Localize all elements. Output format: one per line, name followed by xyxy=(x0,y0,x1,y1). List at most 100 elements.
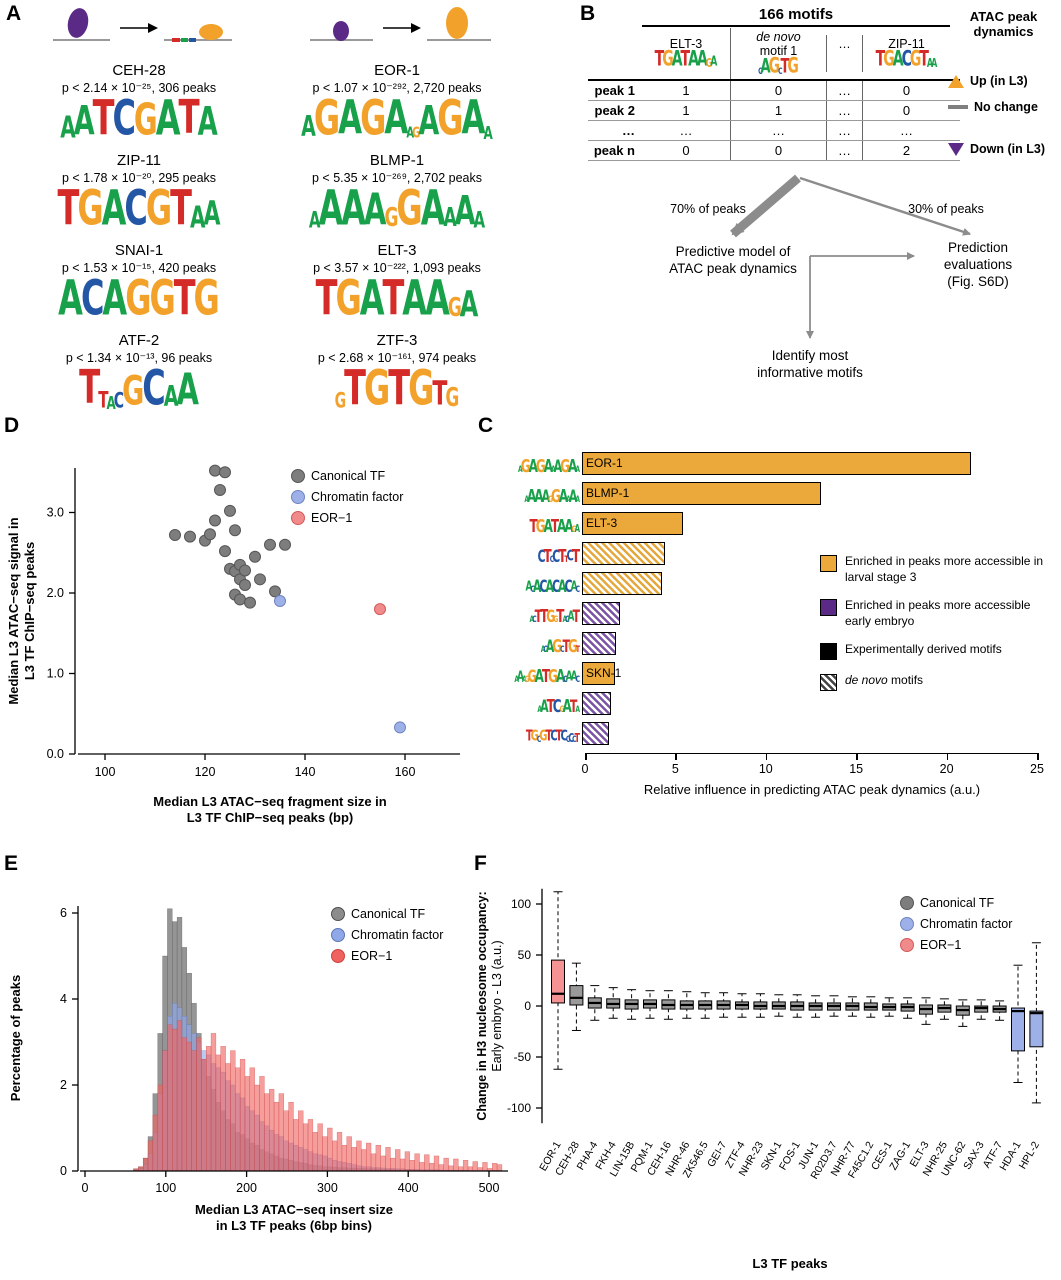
logo-letter: A xyxy=(318,179,344,237)
logo-letter: A xyxy=(537,704,543,715)
motif-name: EOR-1 xyxy=(374,62,420,79)
x-tick-label: 400 xyxy=(398,1181,419,1195)
logo-letter: A xyxy=(163,380,179,414)
data-point xyxy=(249,550,261,563)
data-point xyxy=(229,524,241,537)
motif-pvalue: p < 2.68 × 10⁻¹⁶¹, 974 peaks xyxy=(317,351,477,365)
panel-label-d: D xyxy=(4,414,20,437)
hist-bar xyxy=(443,1157,449,1172)
logo-letter: G xyxy=(568,635,578,657)
logo-letter: A xyxy=(483,122,493,144)
legend-down-label: Down (in L3) xyxy=(970,142,1045,156)
x-axis-title: L3 TF ChIP−seq peaks (bp) xyxy=(187,810,354,825)
logo-letter: T xyxy=(875,47,886,72)
hist-bar xyxy=(448,1165,454,1172)
logo-letter: A xyxy=(525,580,533,595)
x-tick-label: 120 xyxy=(195,765,216,779)
logo-letter: G xyxy=(193,269,220,327)
motif-name: ATF-2 xyxy=(118,332,160,349)
legend-dot xyxy=(331,949,345,963)
y-axis-title: L3 TF ChIP−seq peaks xyxy=(22,542,37,680)
logo-letter: A xyxy=(688,47,699,72)
hist-bar xyxy=(395,1149,401,1172)
black-swatch-icon xyxy=(820,643,837,661)
logo-letter: A xyxy=(402,269,428,327)
logo-letter: G xyxy=(145,179,173,237)
y-axis-title: Percentage of peaks xyxy=(8,975,23,1101)
nucleosome-purple-icon xyxy=(67,8,89,38)
column-name: ZIP-11 xyxy=(888,37,925,52)
logo-letter: G xyxy=(530,728,539,745)
logo-letter: A xyxy=(568,455,578,477)
logo-letter: A xyxy=(568,487,578,507)
x-axis-line xyxy=(585,753,1039,754)
hist-bar xyxy=(215,1054,221,1172)
logo-letter: A xyxy=(418,98,440,145)
y-tick-label: 0.0 xyxy=(47,747,64,761)
motif-column-header: ZIP-11 T G A C G T A A xyxy=(862,35,950,72)
table-cell: … xyxy=(730,120,826,140)
x-tick-label: 10 xyxy=(758,762,773,776)
logo-letter: G xyxy=(768,54,781,79)
hist-bar xyxy=(142,1157,149,1172)
influence-bar xyxy=(582,721,610,745)
motif-column-header: … xyxy=(826,35,862,72)
logo-letter: G xyxy=(149,269,176,327)
bar-row: T G A T A A G A ELT-3 xyxy=(490,508,1061,538)
logo-letter: G xyxy=(909,47,922,72)
logo-letter: A xyxy=(473,206,486,234)
logo-letter: A xyxy=(562,614,568,625)
legend-denovo-label: de novo motifs xyxy=(845,673,924,688)
logo-letter: A xyxy=(406,125,415,142)
logo-letter: T xyxy=(541,665,551,687)
hist-bar xyxy=(288,1101,294,1172)
legend-dot xyxy=(291,469,305,483)
logo-letter: A xyxy=(551,464,556,475)
legend-dot xyxy=(331,907,345,921)
y-tick-label: -50 xyxy=(514,1050,532,1064)
logo-letter: T xyxy=(543,545,552,567)
influence-bar: BLMP-1 xyxy=(582,481,821,505)
data-point xyxy=(209,514,221,527)
logo-letter: G xyxy=(437,89,464,147)
logo-letter: A xyxy=(565,670,573,685)
logo-letter: A xyxy=(338,91,363,145)
hist-bar xyxy=(361,1149,367,1172)
influence-bar xyxy=(582,541,666,565)
x-tick-label: 20 xyxy=(939,762,954,776)
motif-grid: CEH-28 p < 2.14 × 10⁻²⁵, 306 peaks A A T C G A T… xyxy=(14,62,529,412)
logo-letter: C xyxy=(565,614,570,625)
logo-letter: T xyxy=(79,361,101,415)
hist-bar xyxy=(249,1067,255,1172)
logo-letter: T xyxy=(98,386,109,414)
logo-letter: G xyxy=(560,455,571,477)
logo-letter: T xyxy=(571,545,580,567)
box xyxy=(569,985,584,1006)
y-tick-label: 50 xyxy=(518,948,532,962)
logo-letter: A xyxy=(534,485,544,507)
logo-letter: T xyxy=(569,697,578,717)
table-cell: 0 xyxy=(862,80,950,100)
hist-bar xyxy=(307,1119,314,1172)
motif-pvalue: p < 1.07 × 10⁻²⁹², 2,720 peaks xyxy=(312,81,482,95)
atac-dynamics-legend: ATAC peak dynamics Up (in L3) No change … xyxy=(946,9,1061,156)
hist-bar xyxy=(433,1155,440,1172)
panel-label-a: A xyxy=(6,2,22,25)
data-point xyxy=(394,721,406,734)
panel-label-e: E xyxy=(4,852,19,875)
y-tick-label: 2 xyxy=(60,1078,67,1092)
logo-letter: G xyxy=(571,524,577,535)
y-axis-title-line2: Early embryo - L3 (a.u.) xyxy=(490,940,504,1071)
motif-name: ZIP-11 xyxy=(117,152,161,169)
